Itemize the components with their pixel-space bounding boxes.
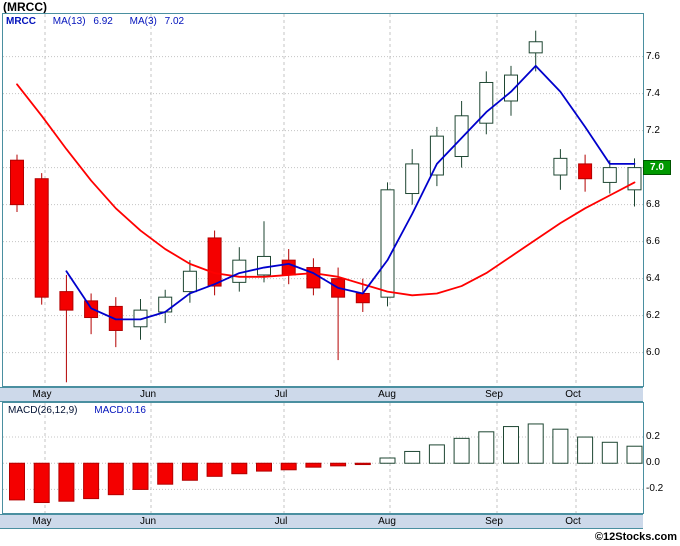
macd-bar (601, 441, 618, 464)
price-axis-label: 7.4 (646, 87, 660, 99)
price-axis-label: 7.6 (646, 50, 660, 62)
candle-body (182, 270, 197, 293)
x-axis-strip-top: May Jun Jul Aug Sep Oct (0, 387, 643, 402)
month-label: May (32, 389, 52, 400)
x-axis-strip-bottom: May Jun Jul Aug Sep Oct (0, 514, 643, 529)
macd-bar (206, 462, 223, 477)
legend-ma13-value: 6.92 (93, 16, 113, 27)
macd-bar (58, 462, 75, 502)
price-axis-label: 6.4 (646, 272, 660, 284)
macd-bar (256, 462, 272, 472)
y-axis-labels: 7.6 7.4 7.2 7.0 6.8 6.6 6.4 6.2 6.0 0.2 0.0 -0.2 (646, 0, 680, 546)
macd-chart-panel (2, 402, 644, 514)
macd-bar (527, 423, 544, 464)
macd-bar (181, 462, 198, 481)
macd-bar (107, 462, 124, 496)
candle-body (257, 255, 271, 276)
candle-body (454, 115, 469, 158)
macd-bar (354, 462, 371, 466)
candle-body (10, 159, 24, 206)
month-label: Jun (139, 389, 157, 400)
price-gridlines-group (3, 14, 643, 386)
macd-bar (379, 457, 396, 464)
price-legend: MRCC MA(13) 6.92 MA(3) 7.02 (6, 16, 198, 27)
candle-body (59, 291, 74, 311)
macd-bar (577, 436, 594, 464)
macd-label: MACD(26,12,9) (8, 405, 78, 416)
macd-bar (132, 462, 149, 490)
legend-ma13-label: MA(13) (52, 16, 86, 27)
price-chart-panel (2, 13, 644, 387)
ma3-line (65, 64, 636, 321)
candle-body (380, 189, 395, 298)
macd-bar (83, 462, 100, 500)
macd-bar (626, 445, 643, 464)
price-axis-label: 6.8 (646, 198, 660, 210)
macd-bar (157, 462, 174, 485)
macd-bar (404, 450, 421, 464)
macd-bar (305, 462, 322, 468)
candle-body (578, 163, 593, 180)
legend-ma3-value: 7.02 (164, 16, 185, 27)
price-axis-label: 6.2 (646, 309, 660, 321)
macd-bar (552, 428, 569, 464)
month-label: Jun (139, 516, 157, 527)
macd-bar (33, 462, 50, 504)
month-label: Jul (274, 389, 288, 400)
macd-bar (478, 431, 495, 464)
month-label: Sep (485, 389, 503, 400)
month-label: Oct (565, 389, 581, 400)
candle-body (479, 81, 494, 124)
price-axis-label: 6.0 (646, 346, 660, 358)
watermark: ©12Stocks.com (594, 531, 677, 543)
candle-body (602, 167, 617, 183)
macd-bar (330, 462, 347, 467)
price-chart-svg (3, 14, 643, 386)
macd-chart-svg (3, 403, 643, 513)
candle-body (158, 296, 173, 313)
month-label: Aug (378, 389, 396, 400)
candle-body (281, 259, 296, 276)
macd-axis-label: -0.2 (646, 483, 664, 495)
macd-bar (453, 437, 470, 464)
macd-bars-group (9, 423, 643, 504)
macd-bar (503, 426, 519, 464)
month-label: May (32, 516, 52, 527)
macd-bar (280, 462, 297, 471)
candle-body (355, 292, 370, 304)
candle-body (429, 135, 444, 176)
macd-axis-label: 0.2 (646, 431, 660, 443)
candle-body (207, 237, 222, 287)
price-axis-label: 6.6 (646, 235, 660, 247)
candle-body (528, 41, 543, 54)
macd-bar (9, 462, 25, 501)
month-label: Jul (274, 516, 288, 527)
macd-axis-label: 0.0 (646, 457, 660, 469)
candle-body (553, 157, 568, 176)
ma13-line (16, 83, 636, 297)
legend-symbol: MRCC (6, 16, 36, 27)
month-label: Aug (378, 516, 396, 527)
legend-ma3-label: MA(3) (129, 16, 157, 27)
price-axis-label: 7.2 (646, 124, 660, 136)
macd-bar (428, 444, 445, 464)
candle-body (34, 178, 49, 298)
month-label: Oct (565, 516, 581, 527)
macd-value: MACD:0.16 (94, 405, 146, 416)
candle-body (405, 163, 420, 195)
candles-group (10, 30, 642, 383)
chart-title: (MRCC) (3, 0, 47, 14)
month-label: Sep (485, 516, 503, 527)
macd-legend: MACD(26,12,9) MACD:0.16 (8, 405, 146, 416)
candle-body (627, 167, 642, 191)
current-price-badge: 7.0 (643, 160, 671, 175)
macd-bar (231, 462, 248, 475)
